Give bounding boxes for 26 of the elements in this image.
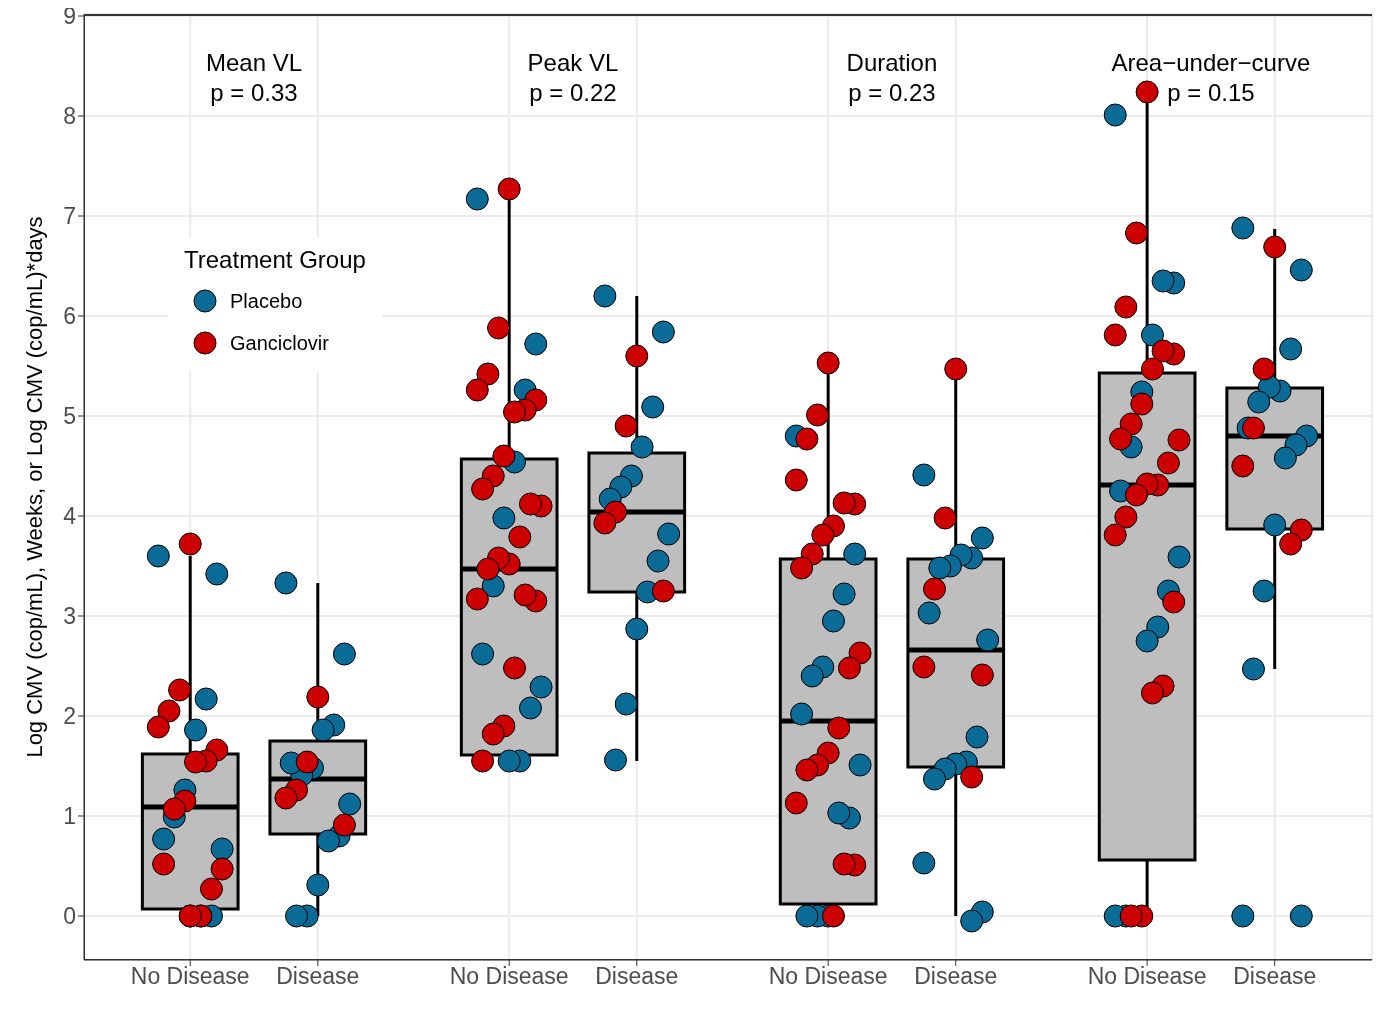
x-tick-label: Disease bbox=[595, 963, 679, 990]
y-tick-label: 4 bbox=[63, 503, 77, 530]
legend-label: Ganciclovir bbox=[229, 330, 330, 356]
y-tick-label: 5 bbox=[63, 403, 76, 430]
y-tick-label: 6 bbox=[63, 303, 76, 330]
annotation: Area−under−curve p = 0.15 bbox=[1110, 48, 1312, 108]
x-tick-label: Disease bbox=[1233, 963, 1317, 990]
y-axis-title: Log CMV (cop/mL), Weeks, or Log CMV (cop/mL)*days bbox=[21, 216, 47, 758]
x-tick-label: No Disease bbox=[1087, 963, 1207, 990]
annotation: Duration p = 0.23 bbox=[845, 48, 939, 108]
y-tick-label: 7 bbox=[63, 203, 76, 230]
y-tick-label: 8 bbox=[63, 103, 76, 130]
y-tick-label: 3 bbox=[63, 603, 76, 630]
y-tick-label: 1 bbox=[63, 803, 76, 830]
x-tick-label: Disease bbox=[276, 963, 360, 990]
x-tick-label: No Disease bbox=[449, 963, 569, 990]
annotation: Peak VL p = 0.22 bbox=[526, 48, 620, 108]
legend-title: Treatment Group bbox=[184, 246, 366, 274]
annotation: Mean VL p = 0.33 bbox=[204, 48, 304, 108]
y-tick-label: 9 bbox=[63, 3, 76, 30]
y-tick-label: 2 bbox=[63, 703, 76, 730]
x-tick-label: No Disease bbox=[130, 963, 250, 990]
legend-label: Placebo bbox=[229, 288, 304, 314]
y-tick-label: 0 bbox=[63, 903, 76, 930]
x-tick-label: No Disease bbox=[768, 963, 888, 990]
x-tick-label: Disease bbox=[914, 963, 998, 990]
